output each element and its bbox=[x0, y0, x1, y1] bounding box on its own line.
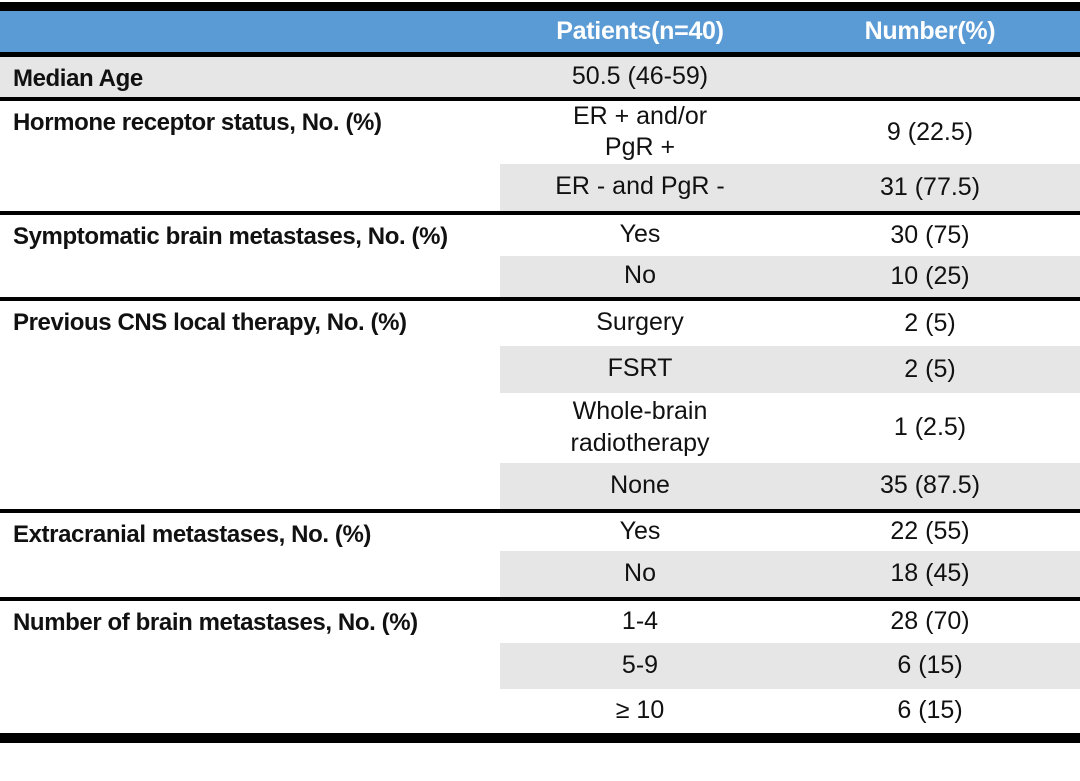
cell-er-pgr-neg-number: 31 (77.5) bbox=[780, 163, 1080, 215]
cell-none-number: 35 (87.5) bbox=[780, 462, 1080, 513]
patient-characteristics-table: Patients(n=40) Number(%) Median Age 50.5… bbox=[0, 11, 1080, 733]
table-row: Whole-brain radiotherapy 1 (2.5) bbox=[0, 393, 1080, 463]
table-row: ER - and PgR - 31 (77.5) bbox=[0, 163, 1080, 215]
cell-symptomatic-yes-number: 30 (75) bbox=[890, 220, 970, 249]
table-row: No 18 (45) bbox=[0, 550, 1080, 601]
cell-wbrt-value: Whole-brain radiotherapy bbox=[570, 397, 710, 457]
cell-mets-5-9-value: 5-9 bbox=[500, 642, 780, 689]
table-row: ≥ 10 6 (15) bbox=[0, 689, 1080, 733]
cell-symptomatic-yes-value: Yes bbox=[619, 220, 661, 249]
cell-er-pgr-pos-value: ER + and/or PgR + bbox=[572, 101, 708, 161]
cell-surgery-value: Surgery bbox=[596, 308, 684, 337]
row-label-hormone-receptor: Hormone receptor status, No. (%) bbox=[0, 98, 500, 215]
header-cell-patients: Patients(n=40) bbox=[500, 11, 780, 57]
table-row: Number of brain metastases, No. (%) 1-4 … bbox=[0, 598, 1080, 733]
table-row: Previous CNS local therapy, No. (%) Surg… bbox=[0, 298, 1080, 513]
cell-none-value: None bbox=[500, 462, 780, 513]
cell-median-age-value: 50.5 (46-59) bbox=[500, 54, 780, 101]
cell-mets-1-4-number: 28 (70) bbox=[890, 607, 970, 635]
row-label-symptomatic: Symptomatic brain metastases, No. (%) bbox=[0, 212, 500, 301]
table-row: None 35 (87.5) bbox=[0, 462, 1080, 513]
table-row: Hormone receptor status, No. (%) ER + an… bbox=[0, 98, 1080, 215]
cell-fsrt-value: FSRT bbox=[500, 345, 780, 393]
row-label-extracranial: Extracranial metastases, No. (%) bbox=[0, 510, 500, 601]
cell-extracranial-no-number: 18 (45) bbox=[780, 550, 1080, 601]
table-row: Extracranial metastases, No. (%) Yes 22 … bbox=[0, 510, 1080, 601]
cell-extracranial-yes-value: Yes bbox=[619, 516, 661, 545]
cell-er-pgr-pos-number: 9 (22.5) bbox=[886, 117, 974, 146]
cell-median-age-number bbox=[780, 54, 1080, 101]
table-row: 5-9 6 (15) bbox=[0, 642, 1080, 689]
row-label-previous-cns: Previous CNS local therapy, No. (%) bbox=[0, 298, 500, 513]
cell-mets-ge10-value: ≥ 10 bbox=[615, 695, 665, 724]
cell-wbrt-number: 1 (2.5) bbox=[893, 413, 967, 441]
patient-characteristics-table-frame: Patients(n=40) Number(%) Median Age 50.5… bbox=[0, 2, 1080, 743]
row-label-number-brain-mets: Number of brain metastases, No. (%) bbox=[0, 598, 500, 733]
cell-mets-1-4-value: 1-4 bbox=[621, 606, 659, 635]
table-header-row: Patients(n=40) Number(%) bbox=[0, 11, 1080, 57]
cell-symptomatic-no-number: 10 (25) bbox=[780, 255, 1080, 301]
header-cell-number: Number(%) bbox=[780, 11, 1080, 57]
cell-surgery-number: 2 (5) bbox=[904, 308, 956, 337]
cell-er-pgr-neg-value: ER - and PgR - bbox=[500, 163, 780, 215]
table-row: No 10 (25) bbox=[0, 255, 1080, 301]
table-row: Median Age 50.5 (46-59) bbox=[0, 54, 1080, 101]
cell-mets-ge10-number: 6 (15) bbox=[897, 696, 963, 724]
cell-symptomatic-no-value: No bbox=[500, 255, 780, 301]
table-row: FSRT 2 (5) bbox=[0, 345, 1080, 393]
cell-extracranial-yes-number: 22 (55) bbox=[890, 517, 970, 545]
cell-mets-5-9-number: 6 (15) bbox=[780, 642, 1080, 689]
cell-extracranial-no-value: No bbox=[500, 550, 780, 601]
table-row: Symptomatic brain metastases, No. (%) Ye… bbox=[0, 212, 1080, 301]
row-label-median-age: Median Age bbox=[0, 54, 500, 101]
cell-fsrt-number: 2 (5) bbox=[780, 345, 1080, 393]
header-cell-empty bbox=[0, 11, 500, 57]
